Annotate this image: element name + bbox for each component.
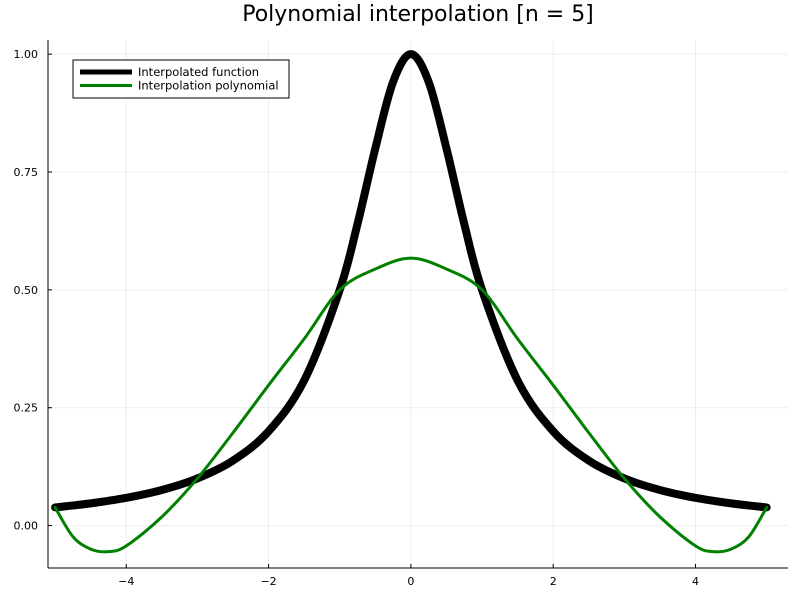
y-tick-label: 1.00 [14,48,39,61]
x-tick-label: −4 [118,575,134,588]
y-tick-label: 0.50 [14,284,39,297]
axes: −4 −2 0 2 4 0.00 0.25 0.50 0.75 1.00 [14,40,788,588]
x-tick-label: 4 [692,575,699,588]
x-tick-label: 0 [407,575,414,588]
chart-title: Polynomial interpolation [n = 5] [242,2,594,27]
x-tick-label: −2 [260,575,276,588]
y-tick-label: 0.75 [14,166,39,179]
legend-label: Interpolated function [138,65,259,79]
series-line-interpolation-polynomial [53,256,769,554]
y-tick-label: 0.25 [14,402,39,415]
legend-label: Interpolation polynomial [138,79,279,93]
y-tick-label: 0.00 [14,520,39,533]
grid [48,40,788,568]
series-layer [51,50,771,554]
x-tick-label: 2 [550,575,557,588]
legend-box [72,59,290,99]
